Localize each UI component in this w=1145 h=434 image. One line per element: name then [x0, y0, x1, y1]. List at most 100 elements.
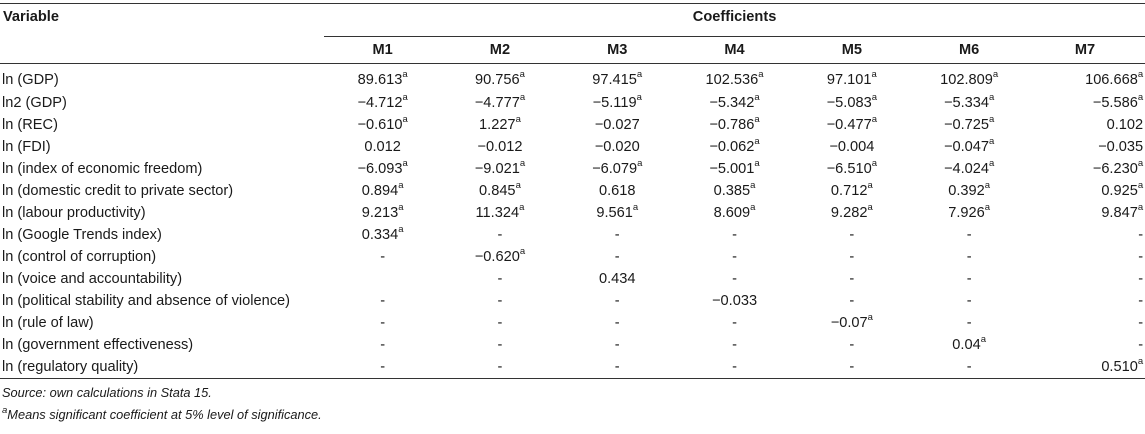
significance-mark: a	[992, 69, 999, 81]
coefficient-cell: -	[676, 334, 793, 356]
coefficient-value: 97.101	[826, 72, 872, 88]
coefficient-value: -	[732, 271, 737, 287]
coefficient-value: -	[380, 293, 386, 309]
variable-label: ln (rule of law)	[2, 315, 94, 331]
significance-mark: a	[636, 69, 643, 81]
coefficient-value: −5.586	[1092, 95, 1138, 111]
coefficient-cell: 90.756a	[441, 64, 558, 93]
coefficient-cell: -	[676, 246, 793, 268]
coefficient-cell: −0.620a	[441, 246, 558, 268]
coefficient-value: -	[614, 359, 620, 375]
coefficient-cell: -	[1028, 224, 1145, 246]
coefficient-cell: 102.536a	[676, 64, 793, 93]
significance-mark: a	[867, 312, 873, 324]
coefficient-value: -	[497, 337, 503, 353]
coefficient-cell: −0.027	[559, 114, 676, 136]
coefficient-cell: 97.101a	[793, 64, 910, 93]
coefficient-value: 102.536	[705, 72, 759, 88]
coefficient-value: -	[614, 315, 620, 331]
coefficient-cell: -	[910, 246, 1027, 268]
coefficient-value: -	[614, 249, 620, 265]
coefficient-cell: -	[675, 356, 794, 379]
coefficient-cell: 8.609a	[676, 202, 793, 224]
coefficient-cell: 89.613a	[324, 64, 441, 93]
coefficient-cell: −4.712a	[324, 92, 441, 114]
table-row: ln (rule of law) - - - - −0.07a - -	[0, 312, 1145, 334]
variable-label: ln (control of corruption)	[2, 249, 157, 265]
significance-mark: a	[871, 92, 877, 104]
coefficient-value: 106.668	[1085, 72, 1138, 88]
coefficient-cell: -	[441, 290, 558, 312]
coefficient-cell: 0.618	[559, 180, 676, 202]
coefficient-value: 9.213	[361, 205, 399, 221]
coefficient-cell: −0.610a	[324, 114, 441, 136]
coefficient-cell: −0.047a	[910, 136, 1027, 158]
coefficient-cell: 0.925a	[1028, 180, 1145, 202]
table-row: ln (domestic credit to private sector) 0.…	[0, 180, 1145, 202]
coefficient-value: 0.510	[1101, 359, 1138, 375]
coefficient-value: −0.027	[594, 117, 640, 133]
coefficient-value: −4.712	[357, 95, 403, 111]
coefficient-value: -	[1138, 249, 1144, 265]
table-row: ln (political stability and absence of v…	[0, 290, 1145, 312]
significance-mark: a	[637, 158, 643, 170]
significance-mark: a	[398, 202, 404, 214]
variable-label: ln2 (GDP)	[2, 95, 67, 111]
coefficient-cell: -	[558, 356, 676, 379]
table-row: ln (voice and accountability) - 0.434 - - - -	[0, 268, 1145, 290]
coefficient-cell: −0.062a	[676, 136, 793, 158]
coefficient-value: 0.04	[952, 337, 981, 353]
significance-mark: a	[871, 69, 877, 81]
coefficient-cell: -	[441, 224, 558, 246]
coefficient-value: −0.012	[477, 139, 523, 155]
significance-mark: a	[402, 158, 408, 170]
coefficient-value: -	[614, 293, 620, 309]
coefficient-value: 0.392	[948, 183, 985, 199]
table-row: ln (labour productivity) 9.213a 11.324a 9.5…	[0, 202, 1145, 224]
variable-label: ln (government effectiveness)	[2, 337, 194, 353]
coefficient-value: -	[380, 249, 386, 265]
significance-mark: a	[402, 69, 408, 81]
coefficient-value: −0.07	[830, 315, 868, 331]
coefficient-value: −5.334	[943, 95, 989, 111]
coefficient-value: 97.415	[592, 72, 637, 88]
coefficient-value: -	[380, 315, 386, 331]
coefficient-value: −6.510	[826, 161, 872, 177]
significance-mark: a	[871, 158, 877, 170]
coefficient-value: 0.845	[479, 183, 516, 199]
coefficient-value: −4.024	[943, 161, 989, 177]
coefficient-cell: -	[441, 268, 558, 290]
coefficient-value: −0.786	[709, 117, 755, 133]
coefficient-value: −0.477	[826, 117, 872, 133]
coefficient-cell: 0.845a	[441, 180, 558, 202]
coefficient-cell: -	[1028, 290, 1145, 312]
coefficient-value: -	[1138, 337, 1144, 353]
coefficient-cell: -	[1028, 246, 1145, 268]
significance-mark: a	[867, 180, 873, 192]
coefficient-value: 0.385	[713, 183, 751, 199]
significance-mark: a	[1137, 158, 1144, 170]
coefficient-cell: -	[793, 246, 910, 268]
coefficient-value: -	[849, 337, 855, 353]
coefficient-value: −4.777	[474, 95, 520, 111]
significance-mark: a	[754, 136, 760, 148]
coefficient-cell: -	[441, 356, 559, 379]
coefficient-cell: −0.07a	[793, 312, 910, 334]
table-row: ln (Google Trends index) 0.334a - - - - - -	[0, 224, 1145, 246]
coefficient-value: -	[1138, 227, 1144, 243]
coefficient-value: -	[849, 249, 855, 265]
coefficient-cell: 9.213a	[324, 202, 441, 224]
coefficient-value: -	[497, 293, 503, 309]
significance-mark: a	[636, 92, 642, 104]
coefficient-cell: -	[793, 290, 910, 312]
coefficient-cell: -	[910, 224, 1027, 246]
coefficients-table: Variable Coefficients M1 M2 M3 M4 M5 M6 M7 ln …	[0, 3, 1145, 379]
significance-mark: a	[754, 158, 760, 170]
significance-mark: a	[519, 202, 525, 214]
coefficient-value: -	[497, 227, 503, 243]
coefficient-cell: -	[441, 312, 558, 334]
coefficient-value: −6.230	[1092, 161, 1138, 177]
significance-mark: a	[984, 180, 991, 192]
significance-mark: a	[519, 69, 525, 81]
